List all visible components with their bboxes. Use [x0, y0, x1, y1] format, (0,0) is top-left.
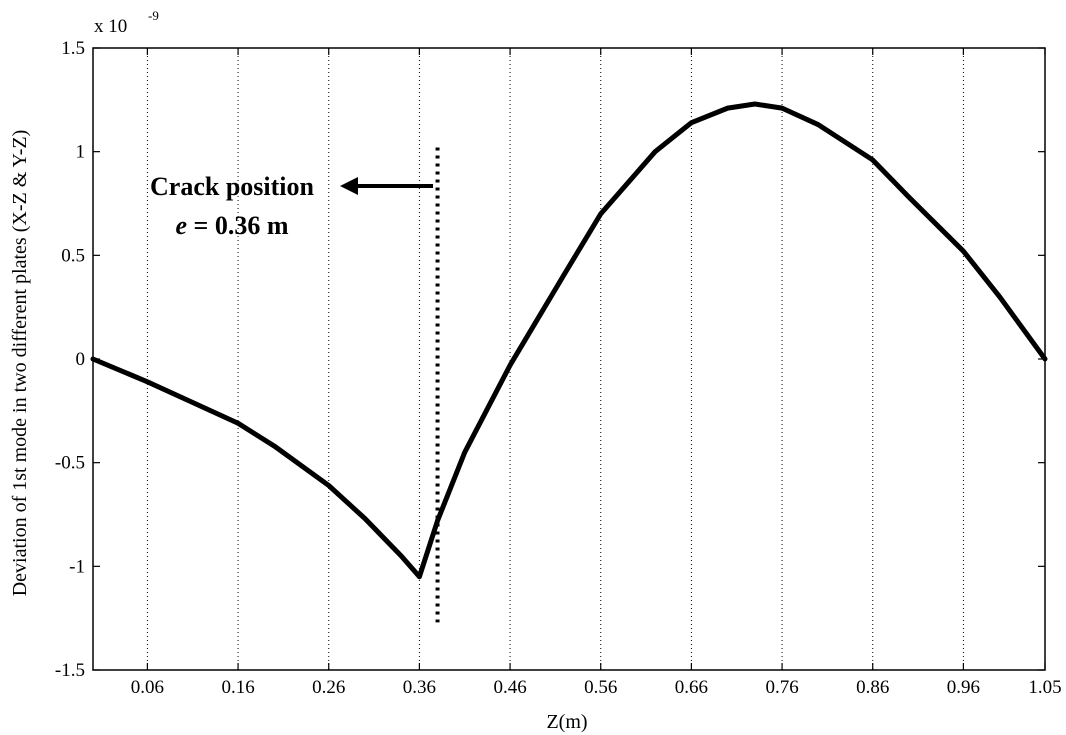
x-tick-label: 0.96	[947, 677, 980, 698]
y-tick-label: 1	[76, 142, 86, 163]
series-layer	[90, 101, 1048, 580]
y-tick-label: -0.5	[55, 453, 85, 474]
y-tick-label: -1.5	[55, 660, 85, 681]
annotation-arrow	[340, 177, 433, 195]
annotation-e-symbol: e	[175, 211, 187, 240]
x-tick-label: 0.26	[312, 677, 345, 698]
x-tick-label: 0.66	[675, 677, 708, 698]
x-tick-label: 0.36	[403, 677, 436, 698]
y-tick-label: 0.5	[61, 245, 85, 266]
y-multiplier-exponent: -9	[148, 8, 159, 23]
annotation-crack-position: Crack position	[150, 172, 315, 201]
x-tick-label: 0.46	[493, 677, 526, 698]
ticks: 0.06 0.16 0.26 0.36 0.46 0.56 0.66 0.76 0.86 0.96…	[55, 38, 1062, 698]
x-axis-title: Z(m)	[546, 711, 587, 733]
x-tick-label: 1.05	[1028, 677, 1061, 698]
series-line	[90, 101, 1048, 580]
x-tick-label: 0.76	[765, 677, 798, 698]
x-tick-label: 0.06	[131, 677, 164, 698]
y-axis-title: Deviation of 1st mode in two different p…	[9, 130, 31, 597]
x-tick-label: 0.16	[221, 677, 254, 698]
y-tick-label: 1.5	[61, 38, 85, 59]
plot-frame	[92, 47, 1046, 671]
x-tick-label: 0.56	[584, 677, 617, 698]
y-tick-label: 0	[76, 349, 86, 370]
annotation-crack-value: e = 0.36 m	[175, 211, 288, 240]
y-tick-label: -1	[69, 556, 85, 577]
y-multiplier: x 10	[94, 16, 127, 37]
annotation-e-value: = 0.36 m	[187, 211, 289, 240]
x-tick-label: 0.86	[856, 677, 889, 698]
